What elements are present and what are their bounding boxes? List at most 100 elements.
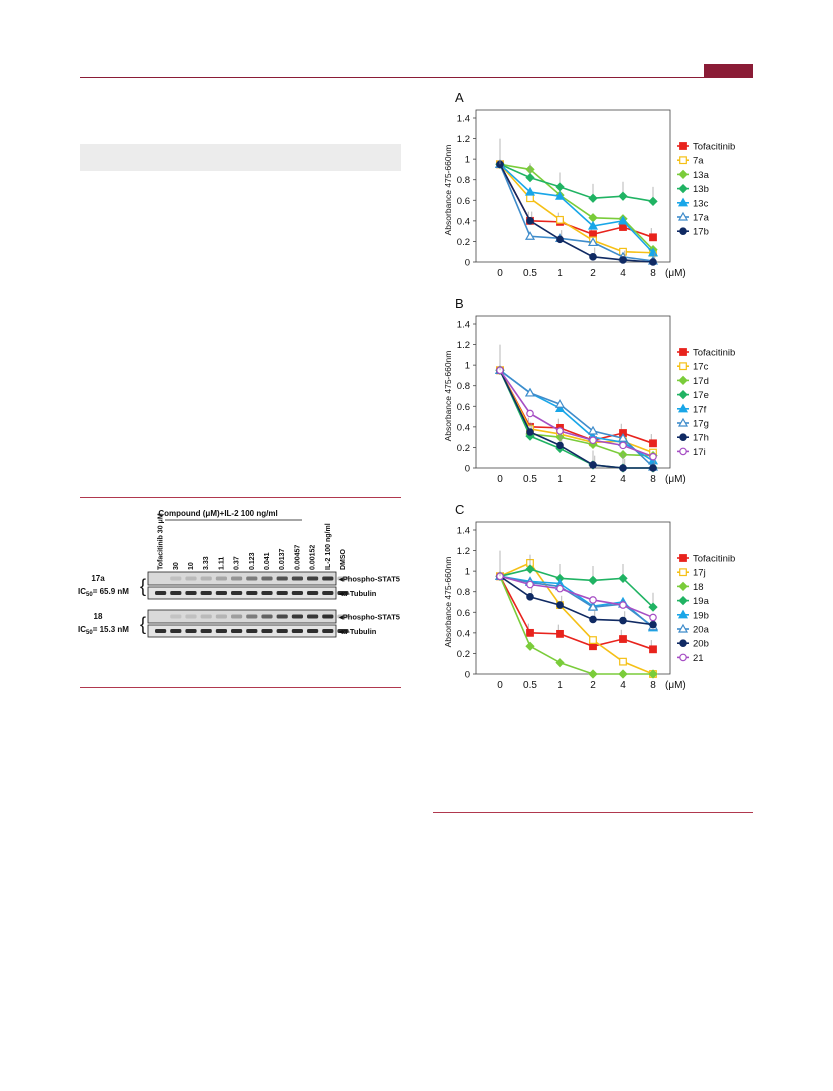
- legend-entry: 18: [677, 581, 704, 593]
- y-tick-label: 1.4: [457, 114, 470, 125]
- blot-band: [322, 576, 334, 581]
- data-point: [589, 436, 597, 445]
- data-point: [556, 629, 564, 638]
- blot-band: [170, 576, 182, 581]
- legend-entry: 17h: [677, 433, 709, 444]
- series-line: [499, 163, 654, 254]
- x-tick-label: 0.5: [523, 680, 537, 691]
- blot-band: [307, 629, 319, 633]
- blot-band: [246, 591, 258, 595]
- blot-band-label: ◂Phospho-STAT5: [338, 613, 400, 622]
- legend-entry: 17i: [677, 447, 706, 458]
- x-tick-label: 2: [590, 474, 596, 485]
- y-tick-label: 1.2: [457, 134, 470, 145]
- series-7a: [496, 160, 657, 257]
- x-tick-label: 1: [557, 680, 563, 691]
- data-point: [677, 609, 689, 619]
- ic50-subscript: 50: [86, 592, 93, 598]
- x-tick-label: 8: [650, 268, 656, 279]
- y-axis-label: Absorbance 475-660nm: [443, 145, 453, 236]
- data-point: [679, 142, 687, 150]
- data-point: [619, 464, 627, 472]
- legend-label: 19b: [693, 610, 709, 621]
- data-point: [526, 409, 534, 418]
- data-point: [588, 669, 598, 679]
- blot-brace: {: [140, 614, 146, 634]
- legend-label: 20a: [693, 625, 710, 636]
- data-point: [524, 231, 536, 240]
- lane-label: 10: [188, 562, 195, 570]
- data-point: [649, 439, 657, 448]
- legend-label: 17c: [693, 362, 709, 373]
- data-point: [619, 601, 627, 609]
- y-tick-label: 1.2: [457, 546, 470, 557]
- blot-band: [322, 614, 334, 619]
- blot-band: [170, 629, 182, 633]
- legend-entry: 21: [677, 653, 704, 664]
- legend-label: Tofacitinib: [693, 348, 735, 359]
- blot-panel: 18 IC50= 15.3 nM {◂Phospho-STAT5 ◂α-Tubulin: [78, 609, 400, 638]
- data-point: [679, 639, 687, 648]
- data-point: [649, 258, 657, 266]
- x-tick-label: 2: [590, 680, 596, 691]
- ic50-value: = 65.9 nM: [93, 587, 130, 596]
- legend-entry: 19a: [677, 595, 710, 607]
- data-point: [619, 256, 627, 264]
- figure-bottom-rule: [80, 687, 401, 688]
- header-rule: [80, 77, 753, 78]
- legend-label: 17g: [693, 419, 709, 430]
- plot-frame: [475, 521, 671, 675]
- lane-label: DMSO: [340, 548, 347, 570]
- blot-band: [215, 614, 227, 619]
- charts-bottom-rule: [433, 812, 753, 813]
- blot-band-label: ◂α-Tubulin: [338, 589, 377, 598]
- legend-label: 17a: [693, 213, 710, 224]
- x-tick-label: 0: [497, 268, 503, 279]
- blot-band: [200, 591, 212, 595]
- data-point: [554, 190, 566, 200]
- panel-label: A: [455, 90, 464, 105]
- data-point: [524, 186, 536, 196]
- legend-entry: Tofacitinib: [677, 554, 735, 565]
- lane-labels: Tofacitinib 30 μM 30 10 3.33 1.11 0.37 0.123 0.…: [158, 513, 347, 570]
- data-point: [587, 425, 599, 435]
- panel-label: B: [455, 296, 464, 311]
- x-tick-label: 1: [557, 268, 563, 279]
- data-point: [617, 432, 629, 442]
- data-point: [679, 568, 687, 577]
- x-tick-label: 0.5: [523, 268, 537, 279]
- data-point: [589, 253, 597, 261]
- blot-band: [322, 591, 334, 595]
- blot-brace: {: [140, 576, 146, 596]
- data-point: [679, 227, 687, 236]
- blot-band: [155, 629, 167, 633]
- blot-band: [337, 576, 349, 581]
- ic50-prefix: IC: [78, 587, 86, 596]
- data-point: [556, 584, 564, 593]
- series-tofacitinib: [496, 366, 657, 448]
- series-17b: [496, 160, 657, 266]
- data-point: [588, 193, 598, 203]
- y-tick-label: 1.2: [457, 340, 470, 351]
- x-tick-label: 0: [497, 474, 503, 485]
- blot-band: [276, 591, 288, 595]
- data-point: [525, 173, 535, 183]
- series-line: [499, 575, 654, 651]
- data-point: [619, 657, 627, 666]
- lane-label: 0.00152: [310, 545, 317, 570]
- header-accent-tab: [704, 64, 753, 77]
- data-point: [678, 375, 688, 386]
- blot-ic50-label: IC50= 15.3 nM: [78, 625, 129, 636]
- legend-entry: 13a: [677, 169, 710, 181]
- data-point: [526, 593, 534, 601]
- data-point: [679, 447, 687, 456]
- lane-label: 3.33: [203, 556, 210, 570]
- legend-entry: 17a: [677, 211, 710, 224]
- series-17j: [496, 559, 657, 678]
- y-tick-label: 1: [465, 567, 470, 578]
- data-point: [618, 191, 628, 201]
- series-19a: [495, 554, 658, 612]
- data-point: [617, 215, 629, 225]
- chart-panel-b: B 0 0.2 0.4 0.6 0.8 1 1.2 1.4 Absorbance 475-660n…: [443, 296, 735, 485]
